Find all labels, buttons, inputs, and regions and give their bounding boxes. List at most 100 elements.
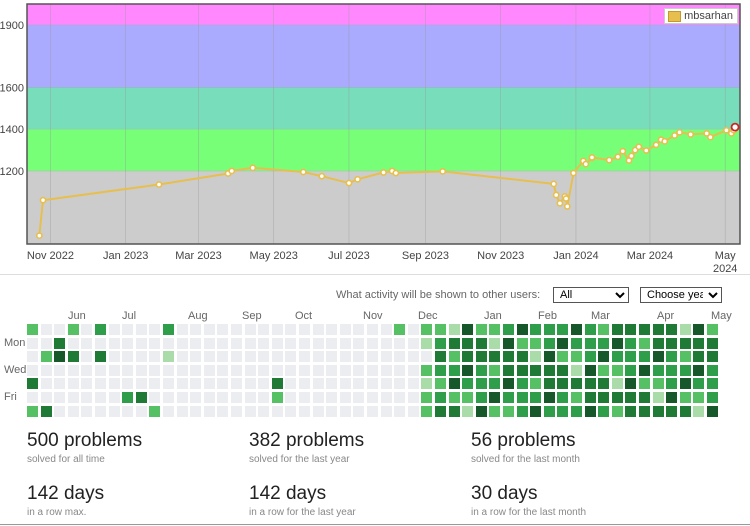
heatmap-cell[interactable] xyxy=(571,337,582,349)
heatmap-cell[interactable] xyxy=(339,351,351,363)
heatmap-cell[interactable] xyxy=(530,364,542,376)
heatmap-cell[interactable] xyxy=(652,405,664,417)
heatmap-cell[interactable] xyxy=(176,337,188,349)
heatmap-cell[interactable] xyxy=(258,378,270,390)
heatmap-cell[interactable] xyxy=(380,324,392,335)
heatmap-cell[interactable] xyxy=(40,378,52,390)
heatmap-cell[interactable] xyxy=(530,324,542,335)
heatmap-cell[interactable] xyxy=(135,405,147,417)
heatmap-cell[interactable] xyxy=(176,378,188,390)
heatmap-cell[interactable] xyxy=(584,378,596,390)
heatmap-cell[interactable] xyxy=(176,324,188,335)
heatmap-cell[interactable] xyxy=(516,405,528,417)
heatmap-cell[interactable] xyxy=(149,405,161,417)
heatmap-cell[interactable] xyxy=(421,392,433,403)
heatmap-cell[interactable] xyxy=(611,378,623,390)
heatmap-cell[interactable] xyxy=(475,378,487,390)
heatmap-cell[interactable] xyxy=(271,392,283,403)
heatmap-cell[interactable] xyxy=(394,351,406,363)
heatmap-cell[interactable] xyxy=(448,324,460,335)
heatmap-cell[interactable] xyxy=(693,351,705,363)
heatmap-cell[interactable] xyxy=(503,378,514,390)
heatmap-cell[interactable] xyxy=(380,364,392,376)
heatmap-cell[interactable] xyxy=(503,392,514,403)
heatmap-cell[interactable] xyxy=(666,351,678,363)
heatmap-cell[interactable] xyxy=(571,364,582,376)
heatmap-cell[interactable] xyxy=(530,337,542,349)
heatmap-cell[interactable] xyxy=(353,405,365,417)
heatmap-cell[interactable] xyxy=(435,337,446,349)
heatmap-cell[interactable] xyxy=(584,351,596,363)
heatmap-cell[interactable] xyxy=(231,337,242,349)
heatmap-cell[interactable] xyxy=(326,364,338,376)
heatmap-cell[interactable] xyxy=(394,392,406,403)
heatmap-cell[interactable] xyxy=(217,405,229,417)
heatmap-cell[interactable] xyxy=(435,378,446,390)
heatmap-cell[interactable] xyxy=(353,364,365,376)
heatmap-cell[interactable] xyxy=(693,337,705,349)
heatmap-cell[interactable] xyxy=(652,378,664,390)
heatmap-cell[interactable] xyxy=(611,364,623,376)
heatmap-cell[interactable] xyxy=(244,337,256,349)
heatmap-cell[interactable] xyxy=(285,337,297,349)
heatmap-cell[interactable] xyxy=(639,405,650,417)
heatmap-cell[interactable] xyxy=(95,364,106,376)
heatmap-cell[interactable] xyxy=(81,378,93,390)
heatmap-cell[interactable] xyxy=(598,337,610,349)
heatmap-cell[interactable] xyxy=(40,324,52,335)
heatmap-cell[interactable] xyxy=(312,405,324,417)
heatmap-cell[interactable] xyxy=(203,324,215,335)
heatmap-cell[interactable] xyxy=(217,392,229,403)
heatmap-cell[interactable] xyxy=(598,351,610,363)
heatmap-cell[interactable] xyxy=(407,324,419,335)
heatmap-cell[interactable] xyxy=(27,364,38,376)
heatmap-cell[interactable] xyxy=(394,378,406,390)
heatmap-cell[interactable] xyxy=(679,378,691,390)
heatmap-cell[interactable] xyxy=(135,378,147,390)
heatmap-cell[interactable] xyxy=(584,392,596,403)
heatmap-cell[interactable] xyxy=(367,337,378,349)
heatmap-cell[interactable] xyxy=(666,364,678,376)
heatmap-cell[interactable] xyxy=(67,364,79,376)
heatmap-cell[interactable] xyxy=(81,364,93,376)
heatmap-cell[interactable] xyxy=(95,392,106,403)
heatmap-cell[interactable] xyxy=(598,324,610,335)
heatmap-cell[interactable] xyxy=(407,364,419,376)
heatmap-cell[interactable] xyxy=(625,405,637,417)
heatmap-cell[interactable] xyxy=(326,405,338,417)
heatmap-cell[interactable] xyxy=(40,364,52,376)
heatmap-cell[interactable] xyxy=(611,392,623,403)
heatmap-cell[interactable] xyxy=(489,392,501,403)
heatmap-cell[interactable] xyxy=(326,392,338,403)
heatmap-cell[interactable] xyxy=(135,392,147,403)
heatmap-cell[interactable] xyxy=(367,392,378,403)
heatmap-cell[interactable] xyxy=(666,405,678,417)
heatmap-cell[interactable] xyxy=(557,351,569,363)
heatmap-cell[interactable] xyxy=(394,405,406,417)
heatmap-cell[interactable] xyxy=(598,405,610,417)
heatmap-cell[interactable] xyxy=(326,351,338,363)
heatmap-cell[interactable] xyxy=(475,405,487,417)
heatmap-cell[interactable] xyxy=(462,405,474,417)
heatmap-cell[interactable] xyxy=(67,405,79,417)
heatmap-cell[interactable] xyxy=(475,324,487,335)
heatmap-cell[interactable] xyxy=(231,324,242,335)
heatmap-cell[interactable] xyxy=(285,392,297,403)
heatmap-cell[interactable] xyxy=(27,324,38,335)
heatmap-cell[interactable] xyxy=(652,324,664,335)
heatmap-cell[interactable] xyxy=(557,324,569,335)
heatmap-cell[interactable] xyxy=(299,378,310,390)
heatmap-cell[interactable] xyxy=(666,392,678,403)
heatmap-cell[interactable] xyxy=(462,392,474,403)
heatmap-cell[interactable] xyxy=(666,337,678,349)
heatmap-cell[interactable] xyxy=(475,364,487,376)
heatmap-cell[interactable] xyxy=(285,405,297,417)
heatmap-cell[interactable] xyxy=(707,405,718,417)
heatmap-cell[interactable] xyxy=(353,378,365,390)
heatmap-cell[interactable] xyxy=(462,324,474,335)
heatmap-cell[interactable] xyxy=(543,378,555,390)
heatmap-cell[interactable] xyxy=(353,337,365,349)
heatmap-cell[interactable] xyxy=(40,405,52,417)
heatmap-cell[interactable] xyxy=(489,364,501,376)
heatmap-cell[interactable] xyxy=(571,405,582,417)
